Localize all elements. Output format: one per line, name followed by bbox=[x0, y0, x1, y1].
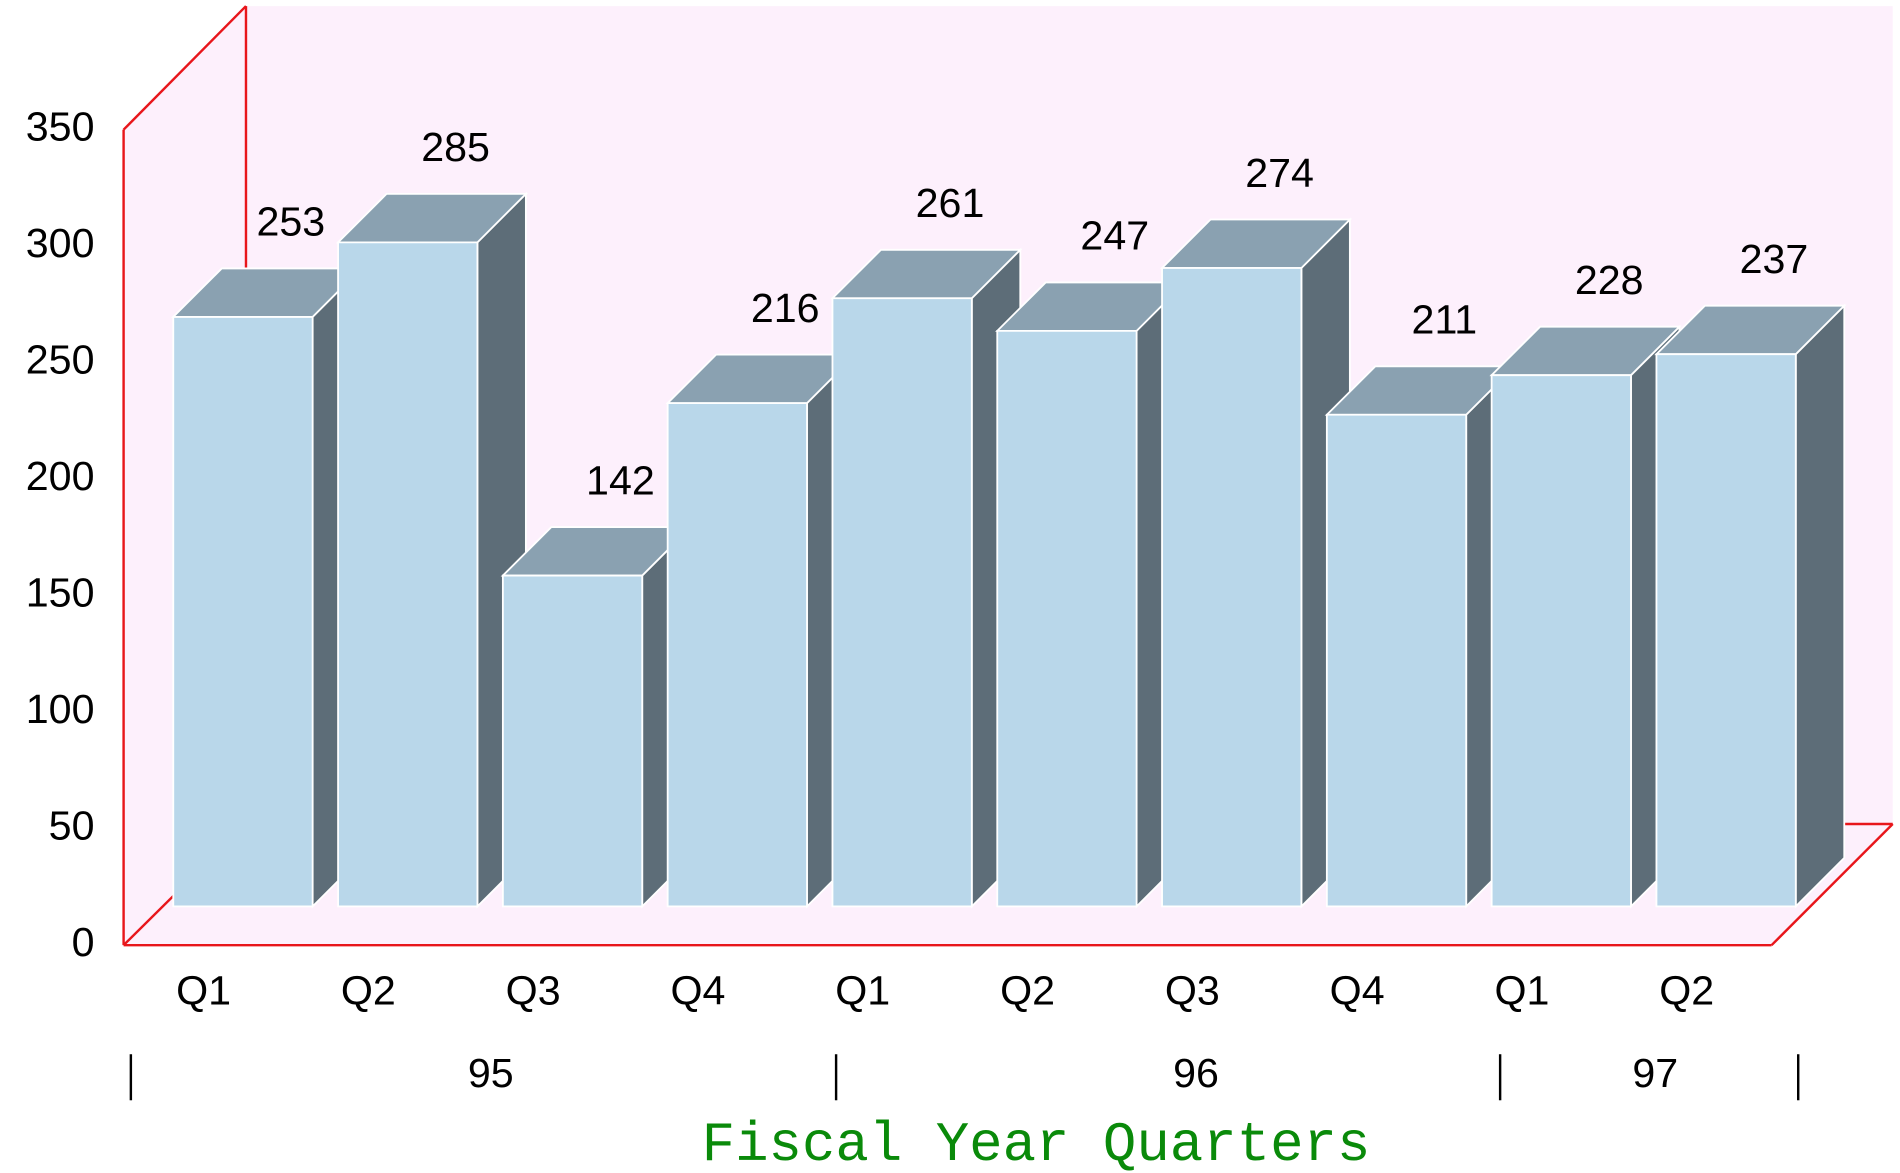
bar bbox=[830, 247, 1023, 909]
x-tick-label: Q4 bbox=[1330, 968, 1385, 1014]
x-tick-label: Q1 bbox=[176, 968, 231, 1014]
y-tick-label: 100 bbox=[26, 686, 95, 732]
bar-front bbox=[337, 241, 479, 908]
value-label: 237 bbox=[1740, 236, 1809, 282]
y-tick-label: 200 bbox=[26, 453, 95, 499]
value-label: 228 bbox=[1575, 257, 1644, 303]
y-tick-label: 150 bbox=[26, 570, 95, 616]
bar bbox=[1324, 364, 1517, 909]
bar-front bbox=[1655, 353, 1797, 908]
bar-front bbox=[1161, 267, 1303, 908]
x-tick-label: Q3 bbox=[506, 968, 561, 1014]
bar bbox=[1159, 217, 1353, 909]
x-tick-label: Q2 bbox=[1000, 968, 1055, 1014]
bar bbox=[335, 191, 529, 909]
value-label: 247 bbox=[1080, 213, 1149, 259]
x-tick-label: Q2 bbox=[341, 968, 396, 1014]
bar-front bbox=[666, 402, 808, 908]
value-label: 253 bbox=[256, 199, 325, 245]
x-tick-label: Q3 bbox=[1165, 968, 1220, 1014]
group-label: 97 bbox=[1632, 1050, 1678, 1096]
bar-front bbox=[996, 329, 1138, 908]
bar bbox=[171, 266, 364, 909]
value-label: 261 bbox=[916, 180, 985, 226]
y-tick-label: 0 bbox=[72, 919, 95, 965]
y-tick-label: 350 bbox=[26, 104, 95, 150]
bar-front bbox=[1490, 374, 1632, 908]
y-tick-label: 250 bbox=[26, 337, 95, 383]
bar-side bbox=[1794, 303, 1846, 909]
bar-front bbox=[831, 297, 973, 908]
group-label: 96 bbox=[1173, 1050, 1219, 1096]
group-label: 95 bbox=[468, 1050, 514, 1096]
x-tick-label: Q4 bbox=[670, 968, 725, 1014]
value-label: 142 bbox=[586, 457, 655, 503]
x-tick-label: Q1 bbox=[835, 968, 890, 1014]
x-tick-label: Q2 bbox=[1659, 968, 1714, 1014]
y-tick-label: 50 bbox=[49, 803, 95, 849]
bar bbox=[500, 524, 693, 909]
bar-front bbox=[501, 574, 644, 908]
bar bbox=[995, 280, 1188, 909]
y-tick-label: 300 bbox=[26, 220, 95, 266]
value-label: 211 bbox=[1412, 297, 1478, 343]
value-label: 216 bbox=[751, 285, 820, 331]
x-tick-label: Q1 bbox=[1494, 968, 1549, 1014]
bar bbox=[1489, 324, 1682, 909]
bar-front bbox=[1325, 413, 1468, 908]
value-label: 285 bbox=[421, 124, 490, 170]
bar bbox=[1654, 303, 1847, 909]
bar-front bbox=[172, 316, 314, 908]
value-label: 274 bbox=[1245, 150, 1314, 196]
bar bbox=[665, 352, 858, 909]
x-axis-title: Fiscal Year Quarters bbox=[702, 1114, 1371, 1173]
